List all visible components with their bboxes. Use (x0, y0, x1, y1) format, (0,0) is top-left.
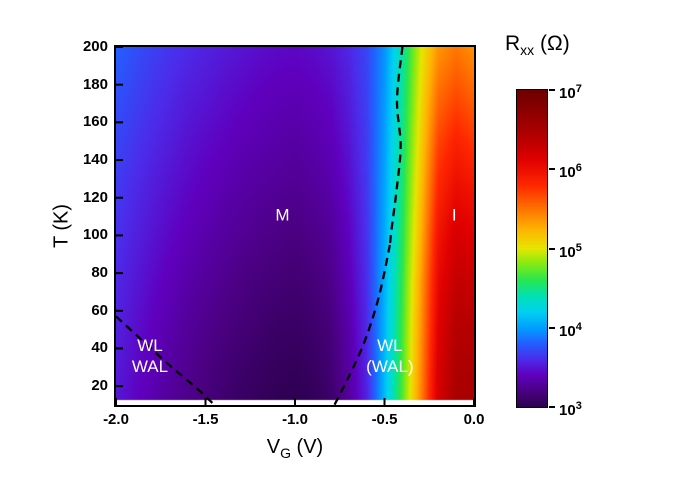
region-label-line: WL (137, 336, 163, 355)
colorbar-tick-label: 106 (559, 162, 582, 182)
y-tick-label: 40 (91, 339, 108, 357)
colorbar-tick-label: 104 (559, 320, 582, 340)
phase-boundary-line (333, 244, 392, 405)
y-tick-label: 100 (82, 226, 108, 244)
region-label-line: M (275, 205, 290, 225)
y-tick-label: 60 (91, 301, 108, 319)
region-label-line: WL (377, 336, 403, 355)
y-tick-label: 120 (82, 188, 108, 206)
colorbar-tick-mark (549, 247, 555, 250)
region-label-m: M (275, 204, 289, 225)
x-tick-label: -0.5 (371, 411, 398, 428)
heatmap-plot: M I WL WAL WL (WAL) (114, 45, 476, 407)
heatmap-canvas (116, 47, 474, 405)
x-axis-label-sub: G (280, 445, 291, 461)
region-label-line: (WAL) (366, 357, 414, 376)
region-label-i: I (452, 204, 457, 225)
x-axis-label-post: (V) (291, 436, 324, 458)
y-tick-label: 180 (82, 75, 108, 93)
plot-overlay (116, 47, 474, 405)
y-tick-label: 200 (82, 38, 108, 55)
y-tick-label: 20 (91, 377, 108, 395)
colorbar-tick-label: 107 (559, 83, 582, 102)
colorbar-tick-label: 103 (559, 400, 582, 419)
y-tick-label: 140 (82, 151, 108, 169)
x-tick-label: -1.5 (192, 411, 219, 428)
colorbar-canvas (517, 90, 547, 407)
y-tick-label: 80 (91, 264, 108, 282)
x-axis-label: VG (V) (116, 436, 474, 461)
colorbar-title: Rxx (Ω) (505, 32, 570, 58)
region-label-line: I (451, 205, 457, 225)
region-label-wl-wal: WL WAL (132, 335, 168, 377)
x-tick-label: 0.0 (463, 411, 485, 428)
colorbar-title-post: (Ω) (534, 32, 570, 55)
phase-boundary-line (116, 315, 216, 405)
x-tick-label: -1.0 (282, 411, 308, 428)
colorbar-tick-mark (549, 326, 555, 329)
colorbar-tick-mark (549, 89, 555, 91)
colorbar-title-sub: xx (520, 42, 535, 59)
colorbar-title-pre: R (505, 32, 521, 55)
region-labels-layer: M I WL WAL WL (WAL) (116, 47, 474, 405)
colorbar-tick-mark (549, 406, 555, 408)
colorbar (516, 89, 548, 408)
colorbar-tick-label: 105 (559, 241, 582, 261)
x-axis-label-pre: V (266, 436, 281, 458)
x-tick-label: -2.0 (103, 411, 129, 428)
region-label-wl-wal: WL (WAL) (366, 335, 414, 377)
region-label-line: WAL (131, 357, 169, 376)
colorbar-tick-mark (549, 168, 555, 171)
y-tick-label: 160 (82, 113, 108, 131)
